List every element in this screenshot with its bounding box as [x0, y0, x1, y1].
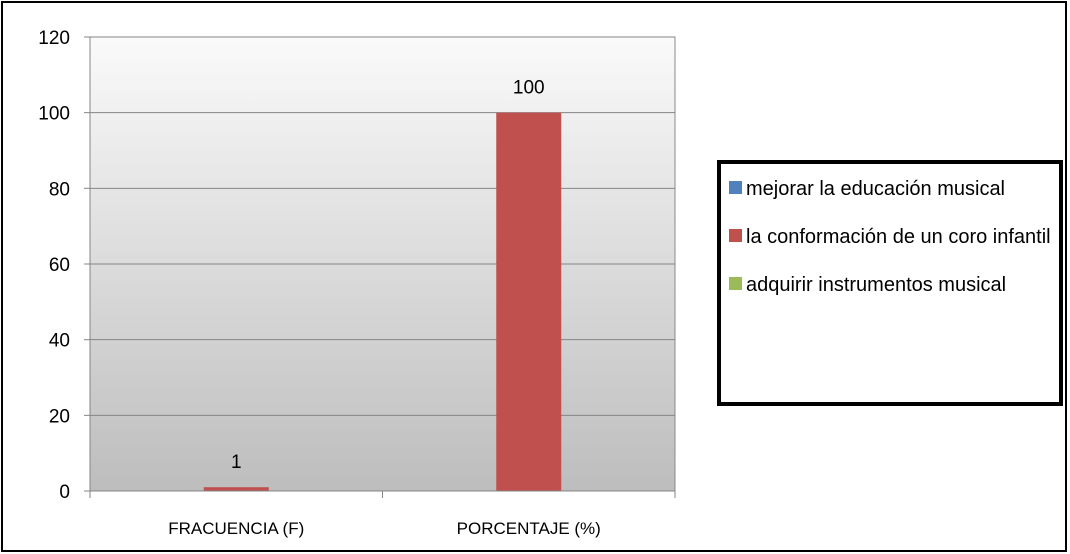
- legend-label: la conformación de un coro infantil: [746, 226, 1051, 248]
- data-label: 100: [513, 78, 545, 99]
- legend-swatch: [729, 229, 742, 242]
- bar: [203, 487, 269, 491]
- legend: mejorar la educación musical la conformac…: [717, 160, 1063, 406]
- legend-item: mejorar la educación musical: [729, 174, 1051, 204]
- legend-item: la conformación de un coro infantil: [729, 222, 1051, 252]
- legend-item: adquirir instrumentos musical: [729, 270, 1051, 300]
- y-tick-label: 80: [49, 179, 70, 200]
- legend-swatch: [729, 181, 742, 194]
- x-category-label: PORCENTAJE (%): [457, 519, 601, 538]
- y-tick-label: 0: [59, 482, 70, 503]
- y-tick-label: 120: [38, 28, 70, 49]
- data-label: 1: [231, 452, 242, 473]
- y-tick-label: 60: [49, 255, 70, 276]
- legend-label: mejorar la educación musical: [746, 178, 1006, 200]
- y-tick-label: 20: [49, 406, 70, 427]
- y-tick-label: 100: [38, 104, 70, 125]
- legend-label: adquirir instrumentos musical: [746, 274, 1007, 296]
- legend-swatch: [729, 277, 742, 290]
- x-category-label: FRACUENCIA (F): [168, 519, 304, 538]
- bar: [496, 112, 562, 492]
- y-tick-label: 40: [49, 331, 70, 352]
